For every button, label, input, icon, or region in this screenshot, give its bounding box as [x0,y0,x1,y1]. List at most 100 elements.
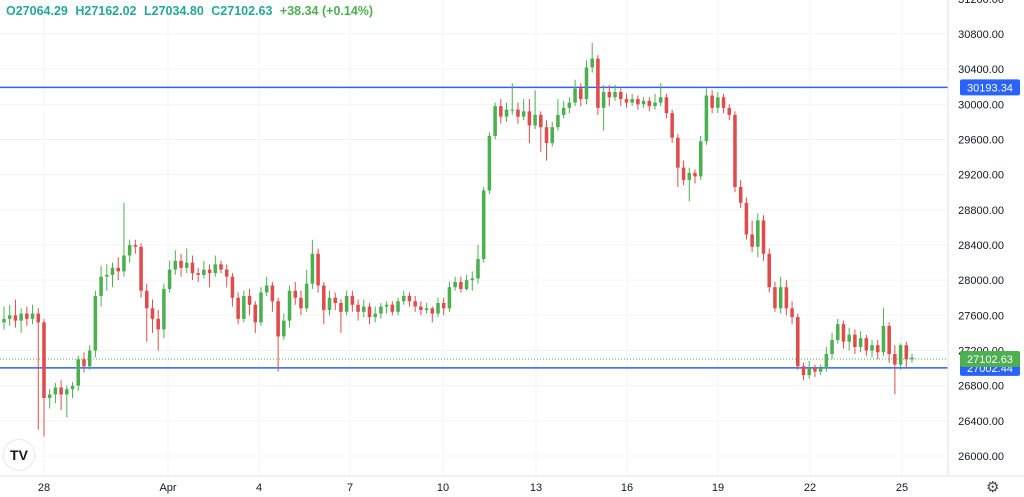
candle-body [122,255,126,272]
candle-body [733,114,737,187]
candle-body [316,253,320,286]
candle-body [202,269,206,275]
y-tick-label: 27600.00 [958,310,1004,322]
candle-body [670,113,674,138]
candle-body [30,313,35,319]
candle-body [453,281,457,288]
candle-body [618,92,623,100]
candle-body [53,387,58,395]
candle-body [487,135,492,191]
price-axis[interactable]: 26000.0026400.0026800.0027200.0027600.00… [947,0,1024,497]
candle-body [539,114,543,128]
candle-body [784,287,789,309]
candle-body [881,325,886,353]
candle-body [339,303,343,312]
candle-body [396,301,400,312]
candle-body [2,318,6,323]
candle-body [196,273,200,275]
candle-body [693,172,697,177]
y-tick-label: 28800.00 [958,205,1004,217]
candle-body [813,368,817,372]
candle-body [904,345,909,360]
candle-body [367,306,372,318]
candle-body [698,141,703,177]
last-price-label-bg [960,351,1020,368]
candle-body [276,301,280,337]
candle-body [710,95,714,108]
tradingview-logo[interactable]: TV [4,440,34,470]
y-tick-label: 26000.00 [958,451,1004,463]
candle-body [801,366,806,376]
x-tick-label: 28 [38,482,50,494]
candle-body [150,308,155,319]
candle-body [133,245,138,247]
candle-body [424,308,429,311]
candle-body [230,276,235,298]
y-tick-label: 31200.00 [958,0,1004,6]
candle-body [59,387,63,395]
candle-body [818,368,823,372]
candle-body [401,295,406,302]
candle-body [299,297,303,309]
candle-body [516,109,520,117]
candle-body [270,285,275,302]
x-tick-label: 13 [530,482,542,494]
candle-body [379,306,383,314]
candle-body [761,220,766,254]
candle-body [242,295,246,319]
candle-body [521,111,526,117]
candle-body [344,295,349,312]
candle-body [82,359,86,367]
candle-body [430,308,435,314]
candle-body [156,318,160,330]
horizontal-lines [0,86,948,369]
candle-body [898,345,903,365]
candle-body [847,334,851,342]
candle-body [476,259,480,279]
candle-body [224,269,229,277]
gear-icon[interactable]: ⚙ [986,479,1000,496]
chart-grid [0,0,948,476]
candle-body [179,260,183,268]
candle-body [624,99,629,103]
candle-body [527,111,532,126]
candle-body [413,301,417,307]
y-tick-label: 29600.00 [958,135,1004,147]
candle-body [42,322,46,398]
candle-body [573,88,577,103]
x-tick-label: 16 [621,482,633,494]
time-axis[interactable]: 28 Apr 4 7 10 13 16 19 22 25 [0,475,1024,494]
candle-body [681,167,686,180]
candle-body [601,92,606,108]
ohlc-open: O27064.29 [6,4,68,18]
candle-body [721,97,726,108]
candle-body [207,269,212,274]
y-tick-label: 30000.00 [958,99,1004,111]
candle-body [87,350,92,367]
ohlc-change: +38.34 (+0.14%) [279,4,374,18]
x-tick-label: 22 [804,482,816,494]
x-tick-label: 19 [712,482,724,494]
candle-body [259,292,263,323]
candle-body [390,304,395,312]
candle-body [219,264,223,270]
candle-body [767,253,772,288]
candle-body [70,385,75,390]
candle-body [93,295,98,351]
candle-body [773,287,777,309]
ohlc-low: L27034.80 [144,4,204,18]
candle-body [807,368,811,376]
candle-body [190,262,195,274]
candle-body [687,172,692,180]
candle-body [550,127,554,144]
candle-body [641,100,646,105]
candle-body [36,313,41,323]
y-tick-label: 30800.00 [958,29,1004,41]
candle-body [464,280,469,289]
candle-body [613,92,617,98]
ohlc-close: C27102.63 [211,4,273,18]
candle-body [830,339,834,355]
candle-body [630,99,634,103]
candle-body [738,186,743,203]
